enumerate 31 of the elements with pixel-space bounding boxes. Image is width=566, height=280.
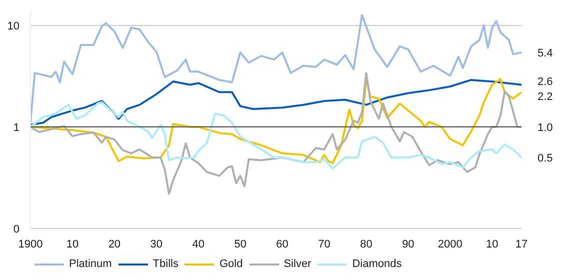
legend-label: Tbills [152,258,178,270]
line-series [30,78,522,164]
text: 2.6 [538,76,553,88]
line-series [30,78,522,126]
x-tick-label: 70 [318,238,330,250]
text: 2.2 [538,91,553,104]
x-tick-label: 40 [192,238,204,250]
text: 0.5 [538,152,553,164]
y-tick-label: 0 [13,224,20,236]
x-tick-label: 10 [66,238,79,250]
text: 1.0 [538,122,553,134]
x-tick-label: 17 [515,238,528,250]
x-tick-label: 2000 [438,238,462,250]
legend-label: Silver [284,258,312,270]
x-tick-label: 60 [276,238,288,250]
x-tick-label: 1900 [18,238,43,250]
x-tick-label: 30 [150,238,163,250]
legend-label: Gold [219,258,243,270]
legend-label: Diamonds [352,258,402,270]
text: 5.4 [538,48,553,60]
line-series [30,72,522,195]
x-tick-label: 90 [402,238,414,250]
x-tick-label: 10 [486,238,498,250]
x-tick-label: 80 [360,238,372,250]
line-series [30,14,522,124]
line-series [30,101,522,170]
y-tick-label: 1 [13,122,20,134]
x-tick-label: 50 [234,238,246,250]
y-tick-label: 10 [7,20,20,32]
x-tick-label: 20 [108,238,121,250]
legend-label: Platinum [69,258,112,270]
